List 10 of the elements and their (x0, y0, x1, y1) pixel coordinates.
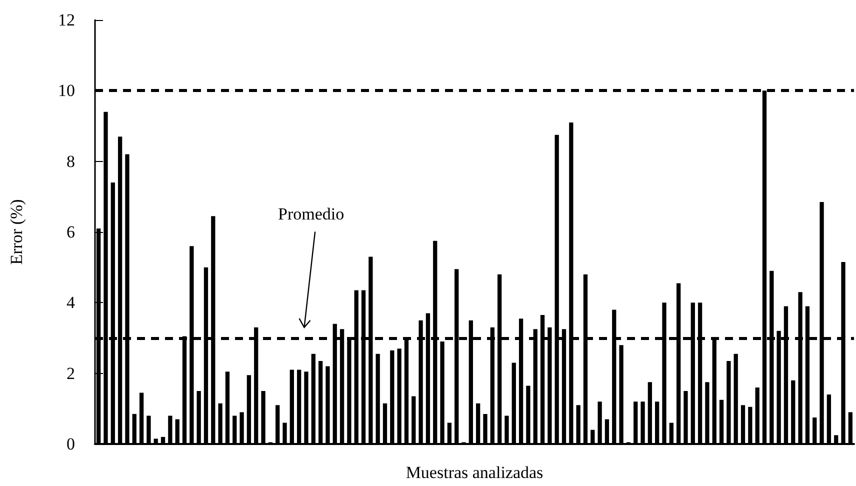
x-axis-title: Muestras analizadas (406, 463, 544, 482)
y-tick-label: 2 (66, 364, 75, 383)
y-tick-label: 4 (66, 293, 76, 312)
y-axis-title: Error (%) (7, 199, 26, 265)
y-tick-label: 8 (66, 152, 75, 171)
y-tick-label: 6 (66, 222, 75, 242)
y-tick-label: 0 (66, 434, 75, 454)
y-tick-label: 10 (58, 81, 75, 100)
annotation: Promedio (278, 204, 344, 224)
y-tick-label: 12 (58, 10, 75, 30)
